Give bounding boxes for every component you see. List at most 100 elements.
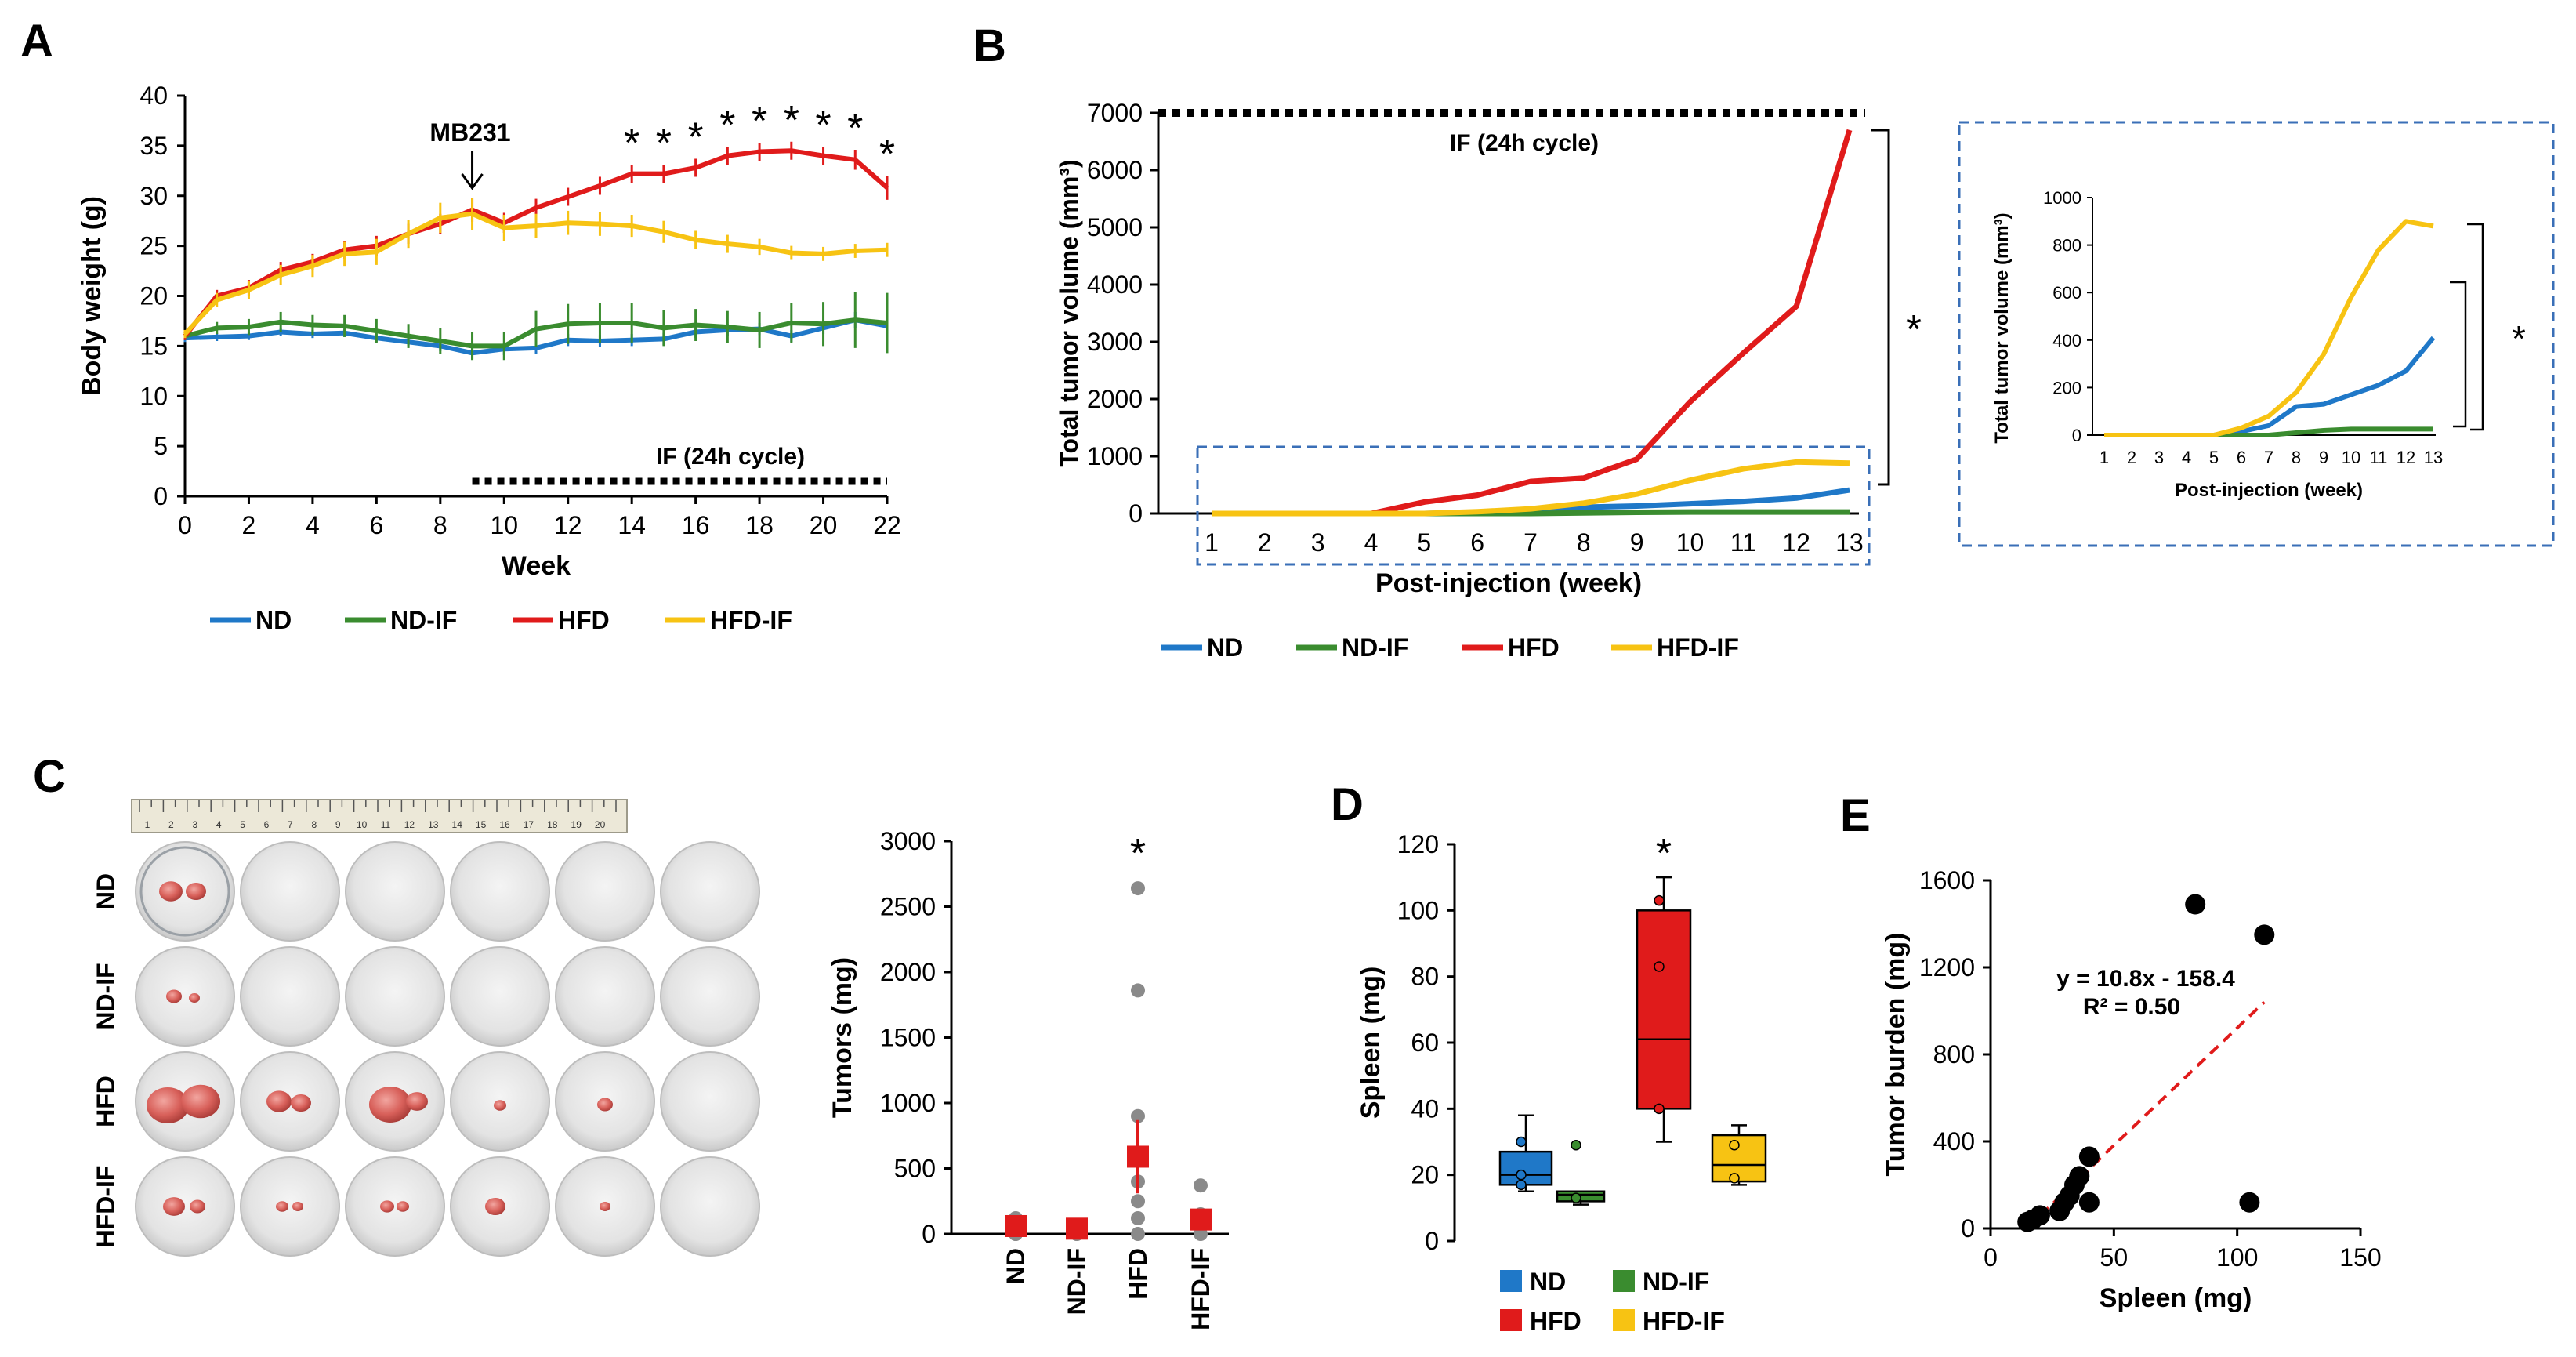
panel-c-dish: [345, 946, 445, 1047]
panel-c-y-tick-label: 2000: [880, 958, 936, 986]
panel-c-tumor: [369, 1087, 411, 1123]
panel-c-tumor: [494, 1100, 506, 1111]
panel-c-ruler-number: 14: [452, 819, 463, 830]
panel-c-tumor: [166, 989, 182, 1003]
panel-b-inset-x-tick-label: 10: [2342, 448, 2360, 467]
panel-e-data-point: [2029, 1205, 2050, 1226]
panel-b-inset-x-tick-label: 13: [2424, 448, 2443, 467]
panel-c-y-tick-label: 0: [922, 1220, 936, 1248]
panel-a-y-tick-label: 35: [139, 132, 168, 160]
panel-a-x-tick-label: 6: [369, 511, 383, 539]
panel-b-inset-x-tick-label: 7: [2264, 448, 2273, 467]
panel-b-inset-x-tick-label: 5: [2209, 448, 2219, 467]
panel-b-y-axis-title: Total tumor volume (mm³): [1055, 159, 1083, 466]
panel-a-legend-label-nd: ND: [255, 606, 292, 634]
panel-b-inset-x-tick-label: 1: [2100, 448, 2109, 467]
panel-label-b: B: [973, 20, 1006, 71]
panel-c-tumor: [163, 1197, 185, 1216]
panel-b-inset-y-tick-label: 800: [2052, 236, 2081, 256]
panel-c-tumor: [380, 1200, 394, 1213]
panel-b-inset-x-tick-label: 6: [2237, 448, 2246, 467]
panel-b-y-tick-label: 3000: [1087, 328, 1143, 356]
panel-b-significance-star: *: [1906, 307, 1922, 353]
panel-a-y-tick-label: 40: [139, 82, 168, 110]
panel-e-equation: y = 10.8x - 158.4: [2056, 966, 2235, 992]
panel-b-if-annotation: IF (24h cycle): [1450, 130, 1599, 156]
panel-c-ruler-number: 20: [595, 819, 606, 830]
panel-b-inset-x-tick-label: 12: [2397, 448, 2415, 467]
panel-a-y-tick-label: 0: [154, 482, 168, 510]
panel-a-arrow-head: [461, 173, 484, 190]
panel-a-line-hfd: [183, 148, 889, 338]
panel-d-y-tick-label: 40: [1411, 1094, 1439, 1123]
panel-d-box-hfd-if: [1711, 1134, 1767, 1183]
panel-c-dish: [345, 1156, 445, 1257]
panel-b-y-tick-label: 6000: [1087, 156, 1143, 184]
panel-a-y-tick-label: 25: [139, 232, 168, 260]
panel-a-line-nd-if: [184, 317, 888, 349]
panel-c-dish: [660, 841, 760, 942]
panel-b-inset-x-tick-label: 11: [2370, 448, 2388, 467]
panel-b-x-tick-label: 13: [1835, 528, 1864, 557]
panel-e-data-point: [2069, 1166, 2090, 1187]
panel-d-y-tick-label: 100: [1397, 896, 1439, 924]
panel-d-legend-label-hfd-if: HFD-IF: [1643, 1307, 1725, 1335]
panel-a-x-tick-label: 14: [618, 511, 646, 539]
panel-c-dish: [555, 841, 655, 942]
panel-c-mean-marker: [1005, 1214, 1027, 1237]
panel-a-significance-star: *: [879, 132, 895, 177]
panel-b-inset-y-tick-label: 0: [2072, 426, 2081, 445]
panel-d-data-point: [1516, 1169, 1527, 1181]
panel-a-legend-label-hfd: HFD: [558, 606, 610, 634]
panel-c-ruler-number: 17: [524, 819, 534, 830]
panel-c-x-category-label: HFD-IF: [1187, 1248, 1215, 1330]
panel-c-tumor: [291, 1094, 311, 1112]
panel-b-x-tick-label: 8: [1577, 528, 1591, 557]
panel-e-y-tick-label: 0: [1961, 1214, 1975, 1243]
panel-c-tumor: [190, 1199, 205, 1214]
panel-c-dish: [240, 1156, 340, 1257]
panel-b-inset-x-tick-label: 4: [2182, 448, 2191, 467]
panel-c-ruler-number: 4: [216, 819, 222, 830]
panel-a-significance-star: *: [624, 121, 639, 166]
panel-c-row-label-nd-if: ND-IF: [92, 963, 120, 1029]
panel-b-inset-x-tick-label: 2: [2127, 448, 2136, 467]
panel-e-y-tick-label: 1600: [1919, 866, 1975, 894]
panel-c-tumor: [397, 1201, 409, 1212]
panel-c-dish: [450, 946, 550, 1047]
panel-e-x-axis-title: Spleen (mg): [2100, 1283, 2252, 1313]
panel-c-tumor: [276, 1201, 288, 1212]
panel-b-inset-significance-star: *: [2512, 318, 2526, 359]
panel-d-data-point: [1729, 1173, 1740, 1184]
panel-a-significance-star: *: [656, 121, 672, 166]
panel-b-inset-frame: [1958, 121, 2555, 547]
panel-a-significance-star: *: [784, 98, 799, 143]
panel-b-x-axis-title: Post-injection (week): [1375, 568, 1642, 598]
panel-c-ruler-number: 3: [192, 819, 197, 830]
panel-label-c: C: [33, 751, 66, 802]
panel-c-data-point: [1131, 881, 1145, 896]
panel-b-legend: ND ND-IF HFD HFD-IF: [1161, 633, 1739, 662]
panel-c-tumor: [266, 1090, 292, 1112]
panel-b-y-tick-label: 5000: [1087, 213, 1143, 241]
panel-b-inset-x-tick-label: 8: [2292, 448, 2301, 467]
panel-b-x-tick-label: 11: [1730, 528, 1756, 557]
panel-c-tumor: [600, 1202, 610, 1211]
panel-c-tumor: [189, 993, 200, 1003]
panel-c-x-category-label: ND: [1002, 1248, 1030, 1284]
panel-e-x-tick-label: 150: [2339, 1243, 2381, 1272]
panel-c-row-label-nd: ND: [92, 873, 120, 909]
panel-a-line-hfd-if: [183, 211, 888, 336]
panel-b-y-tick-label: 4000: [1087, 270, 1143, 299]
panel-c-dish: [660, 1156, 760, 1257]
panel-b-significance-bracket: [1871, 129, 1890, 486]
panel-a-series-hfd-if: [183, 198, 889, 339]
panel-a-significance-star: *: [752, 99, 767, 144]
panel-d-y-tick-label: 60: [1411, 1029, 1439, 1057]
panel-c-significance-star: *: [1130, 831, 1146, 876]
panel-a-significance-star: *: [719, 103, 735, 148]
panel-c-ruler-number: 15: [476, 819, 487, 830]
